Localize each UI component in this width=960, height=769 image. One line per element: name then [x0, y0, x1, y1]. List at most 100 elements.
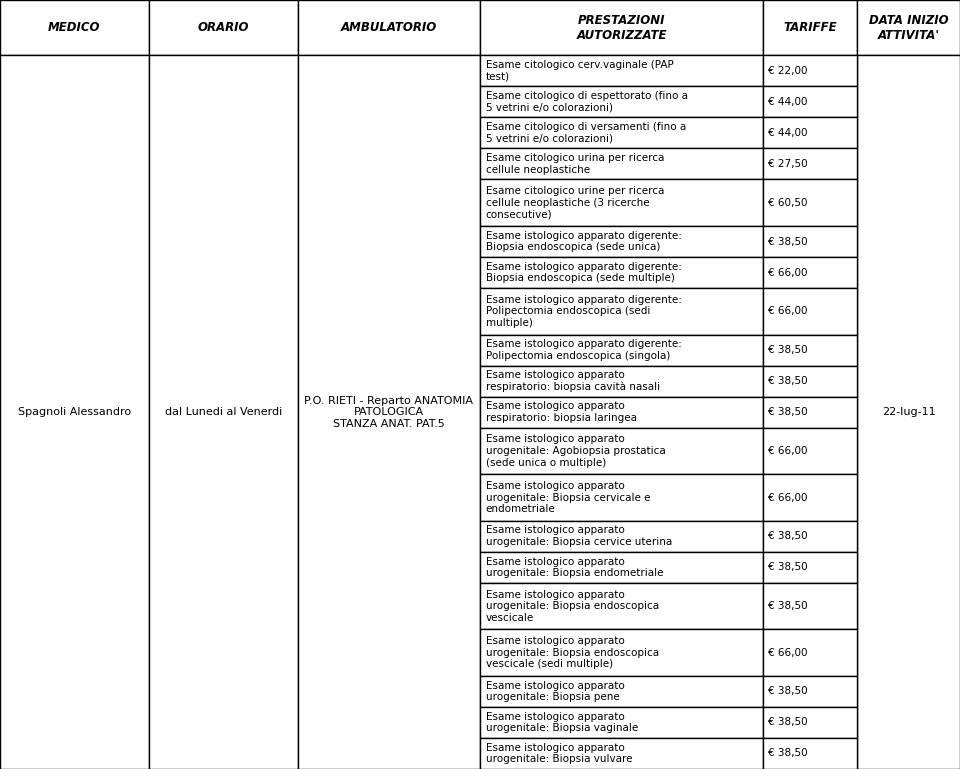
Text: Esame istologico apparato
urogenitale: Biopsia pene: Esame istologico apparato urogenitale: B… — [486, 681, 625, 702]
Text: Esame istologico apparato
urogenitale: Biopsia endoscopica
vescicale (sedi multi: Esame istologico apparato urogenitale: B… — [486, 636, 659, 669]
Bar — [763, 86, 857, 118]
Text: € 38,50: € 38,50 — [768, 345, 807, 355]
Text: € 38,50: € 38,50 — [768, 601, 807, 611]
Bar — [763, 428, 857, 474]
Text: € 22,00: € 22,00 — [768, 66, 807, 76]
Bar — [480, 583, 763, 629]
Bar — [480, 676, 763, 707]
Text: € 38,50: € 38,50 — [768, 562, 807, 572]
Text: Esame istologico apparato digerente:
Biopsia endoscopica (sede unica): Esame istologico apparato digerente: Bio… — [486, 231, 682, 252]
Bar — [480, 474, 763, 521]
Text: Esame istologico apparato
respiratorio: biopsia cavità nasali: Esame istologico apparato respiratorio: … — [486, 370, 660, 392]
Text: Esame istologico apparato digerente:
Polipectomia endoscopica (singola): Esame istologico apparato digerente: Pol… — [486, 339, 682, 361]
Bar — [763, 226, 857, 257]
Text: 22-lug-11: 22-lug-11 — [882, 407, 935, 418]
Bar — [480, 148, 763, 179]
Bar — [480, 86, 763, 118]
Text: TARIFFE: TARIFFE — [783, 22, 837, 34]
Bar — [480, 629, 763, 676]
Text: € 66,00: € 66,00 — [768, 647, 807, 657]
Bar — [763, 55, 857, 86]
Bar — [763, 583, 857, 629]
Bar — [763, 118, 857, 148]
Bar — [480, 179, 763, 226]
Text: € 44,00: € 44,00 — [768, 97, 807, 107]
Bar — [298, 55, 480, 769]
Bar — [763, 707, 857, 738]
Bar — [149, 55, 298, 769]
Text: AMBULATORIO: AMBULATORIO — [341, 22, 437, 34]
Bar — [763, 397, 857, 428]
Text: Esame citologico urine per ricerca
cellule neoplastiche (3 ricerche
consecutive): Esame citologico urine per ricerca cellu… — [486, 186, 664, 219]
Text: Esame istologico apparato digerente:
Biopsia endoscopica (sede multiple): Esame istologico apparato digerente: Bio… — [486, 261, 682, 283]
Text: Esame istologico apparato
urogenitale: Biopsia endoscopica
vescicale: Esame istologico apparato urogenitale: B… — [486, 590, 659, 623]
Bar — [763, 365, 857, 397]
Bar — [763, 738, 857, 769]
Bar — [763, 148, 857, 179]
Text: € 38,50: € 38,50 — [768, 407, 807, 418]
Text: Esame citologico di espettorato (fino a
5 vetrini e/o colorazioni): Esame citologico di espettorato (fino a … — [486, 91, 687, 113]
Bar — [480, 397, 763, 428]
Text: € 44,00: € 44,00 — [768, 128, 807, 138]
Bar — [480, 738, 763, 769]
Text: € 38,50: € 38,50 — [768, 237, 807, 247]
Bar — [480, 118, 763, 148]
Bar — [763, 288, 857, 335]
Text: € 60,50: € 60,50 — [768, 198, 807, 208]
Text: Esame istologico apparato
urogenitale: Biopsia vulvare: Esame istologico apparato urogenitale: B… — [486, 743, 633, 764]
Text: € 66,00: € 66,00 — [768, 492, 807, 502]
Text: Esame citologico cerv.vaginale (PAP
test): Esame citologico cerv.vaginale (PAP test… — [486, 60, 674, 82]
Text: Esame istologico apparato
urogenitale: Agobiopsia prostatica
(sede unica o multi: Esame istologico apparato urogenitale: A… — [486, 434, 665, 468]
Text: Esame citologico di versamenti (fino a
5 vetrini e/o colorazioni): Esame citologico di versamenti (fino a 5… — [486, 122, 686, 144]
Text: dal Lunedi al Venerdi: dal Lunedi al Venerdi — [164, 407, 282, 418]
Text: Esame istologico apparato
urogenitale: Biopsia cervice uterina: Esame istologico apparato urogenitale: B… — [486, 525, 672, 547]
Text: DATA INIZIO
ATTIVITA': DATA INIZIO ATTIVITA' — [869, 14, 948, 42]
Text: Esame istologico apparato
urogenitale: Biopsia cervicale e
endometriale: Esame istologico apparato urogenitale: B… — [486, 481, 650, 514]
Bar — [763, 257, 857, 288]
Text: € 38,50: € 38,50 — [768, 748, 807, 758]
Text: € 27,50: € 27,50 — [768, 159, 807, 169]
Bar — [763, 629, 857, 676]
Bar — [480, 707, 763, 738]
Bar — [480, 365, 763, 397]
Text: P.O. RIETI - Reparto ANATOMIA
PATOLOGICA
STANZA ANAT. PAT.5: P.O. RIETI - Reparto ANATOMIA PATOLOGICA… — [304, 395, 473, 429]
Text: PRESTAZIONI
AUTORIZZATE: PRESTAZIONI AUTORIZZATE — [576, 14, 667, 42]
Text: Esame istologico apparato
urogenitale: Biopsia endometriale: Esame istologico apparato urogenitale: B… — [486, 557, 663, 578]
Text: € 38,50: € 38,50 — [768, 531, 807, 541]
Bar — [763, 179, 857, 226]
Text: € 38,50: € 38,50 — [768, 687, 807, 697]
Text: Spagnoli Alessandro: Spagnoli Alessandro — [18, 407, 131, 418]
Bar — [763, 552, 857, 583]
Text: Esame istologico apparato
respiratorio: biopsia laringea: Esame istologico apparato respiratorio: … — [486, 401, 636, 423]
Text: Esame citologico urina per ricerca
cellule neoplastiche: Esame citologico urina per ricerca cellu… — [486, 153, 664, 175]
Text: € 66,00: € 66,00 — [768, 306, 807, 316]
Bar — [480, 0, 763, 55]
Bar — [480, 521, 763, 552]
Text: MEDICO: MEDICO — [48, 22, 101, 34]
Text: € 66,00: € 66,00 — [768, 446, 807, 456]
Bar — [480, 552, 763, 583]
Bar — [0, 0, 149, 55]
Bar — [763, 335, 857, 365]
Bar — [857, 55, 960, 769]
Bar — [149, 0, 298, 55]
Bar — [763, 474, 857, 521]
Text: € 38,50: € 38,50 — [768, 717, 807, 727]
Bar — [763, 521, 857, 552]
Text: Esame istologico apparato
urogenitale: Biopsia vaginale: Esame istologico apparato urogenitale: B… — [486, 711, 638, 734]
Bar — [480, 428, 763, 474]
Bar — [298, 0, 480, 55]
Bar — [763, 0, 857, 55]
Text: ORARIO: ORARIO — [198, 22, 249, 34]
Bar — [857, 0, 960, 55]
Bar — [480, 257, 763, 288]
Text: € 38,50: € 38,50 — [768, 376, 807, 386]
Bar — [480, 288, 763, 335]
Bar — [480, 226, 763, 257]
Bar — [0, 55, 149, 769]
Text: Esame istologico apparato digerente:
Polipectomia endoscopica (sedi
multiple): Esame istologico apparato digerente: Pol… — [486, 295, 682, 328]
Bar — [763, 676, 857, 707]
Text: € 66,00: € 66,00 — [768, 268, 807, 278]
Bar — [480, 335, 763, 365]
Bar — [480, 55, 763, 86]
